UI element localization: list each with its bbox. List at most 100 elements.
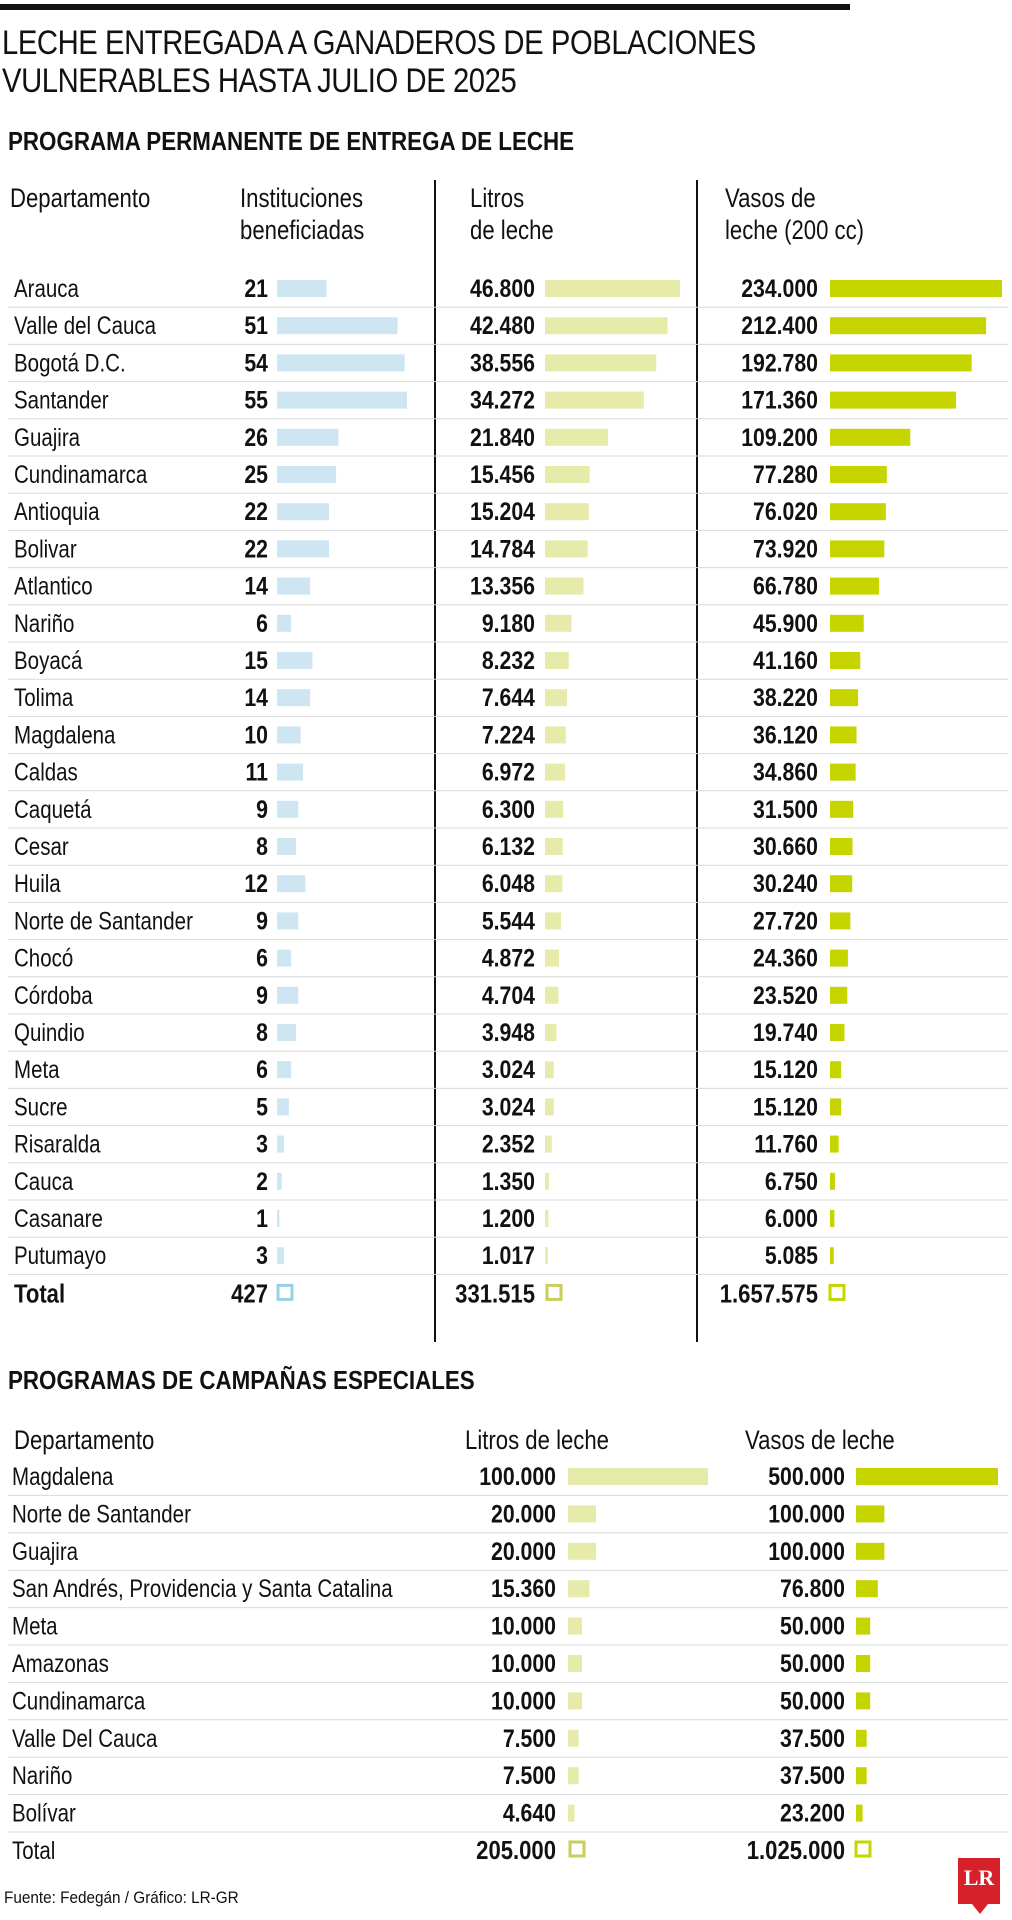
value-label-inst: 22 — [244, 498, 268, 526]
bar-litros — [568, 1767, 579, 1785]
bar-litros — [568, 1580, 590, 1598]
value-label-inst: 3 — [256, 1242, 268, 1270]
value-label-inst: 6 — [256, 944, 268, 972]
value-label-vasos: 100.000 — [768, 1537, 845, 1565]
value-label-vasos: 15.120 — [753, 1056, 818, 1084]
bar-litros — [545, 577, 584, 595]
bar-instituciones — [277, 1135, 285, 1153]
value-label-litros: 6.048 — [482, 870, 535, 898]
value-label-vasos: 30.240 — [753, 870, 818, 898]
bar-instituciones — [277, 540, 329, 558]
bar-instituciones — [277, 726, 301, 744]
row-label: Cundinamarca — [12, 1686, 146, 1714]
bar-litros — [545, 838, 563, 855]
bar-litros — [545, 800, 564, 818]
value-label-litros: 15.360 — [491, 1575, 556, 1603]
top-rule — [0, 4, 850, 10]
bar-vasos — [856, 1767, 867, 1785]
value-label-inst: 6 — [256, 609, 268, 637]
value-label-litros: 10.000 — [491, 1612, 556, 1640]
bar-vasos — [830, 1098, 842, 1116]
value-label-litros: 13.356 — [470, 572, 535, 600]
value-label-inst: 8 — [256, 832, 268, 860]
bar-litros — [545, 726, 566, 744]
total-marker-vasos — [854, 1840, 872, 1858]
bar-litros — [568, 1617, 582, 1635]
bar-vasos — [830, 986, 848, 1004]
value-label-litros: 6.300 — [482, 795, 535, 823]
bar-instituciones — [277, 317, 398, 335]
bar-litros — [545, 1172, 549, 1190]
value-label-vasos: 36.120 — [753, 721, 818, 749]
value-label-vasos: 45.900 — [753, 609, 818, 637]
bar-vasos — [830, 1210, 835, 1227]
bar-litros — [545, 1247, 548, 1265]
value-label-inst: 10 — [244, 721, 268, 749]
bar-vasos — [830, 391, 956, 409]
value-label-vasos: 109.200 — [741, 423, 818, 451]
value-label-vasos: 30.660 — [753, 832, 818, 860]
bar-vasos — [856, 1804, 863, 1822]
value-label-vasos: 76.800 — [780, 1575, 845, 1603]
total-marker-litros — [545, 1283, 563, 1301]
value-label-inst: 26 — [244, 423, 268, 451]
value-label-litros: 4.704 — [482, 981, 535, 1009]
value-label-vasos: 73.920 — [753, 535, 818, 563]
bar-vasos — [856, 1580, 878, 1598]
bar-vasos — [830, 726, 857, 744]
value-label-litros: 6.132 — [482, 832, 535, 860]
value-label-inst: 15 — [244, 646, 268, 674]
bar-vasos — [856, 1505, 885, 1523]
row-label: Caldas — [14, 758, 78, 786]
value-label-litros: 38.556 — [470, 349, 535, 377]
value-label-inst: 14 — [244, 684, 268, 712]
bar-litros — [545, 689, 568, 707]
bar-vasos — [830, 800, 854, 818]
bar-litros — [568, 1692, 582, 1710]
row-label: Bogotá D.C. — [14, 348, 126, 376]
value-label-litros: 2.352 — [482, 1130, 535, 1158]
row-label: Arauca — [14, 274, 79, 302]
row-label: Meta — [12, 1612, 58, 1640]
value-label-vasos: 11.760 — [754, 1130, 818, 1158]
row-label: Tolima — [14, 683, 73, 711]
value-label-vasos: 100.000 — [768, 1500, 845, 1528]
value-label-vasos: 234.000 — [741, 274, 818, 302]
value-label-litros: 20.000 — [491, 1537, 556, 1565]
table-campanas: Magdalena 100.000 500.000 Norte de Santande… — [8, 1462, 1008, 1865]
value-label-vasos: 6.750 — [765, 1167, 818, 1195]
bar-vasos — [830, 354, 972, 372]
row-label: Risaralda — [14, 1130, 101, 1158]
bar-litros — [568, 1729, 579, 1747]
row-label: San Andrés, Providencia y Santa Catalina — [12, 1574, 393, 1602]
bar-litros — [545, 1061, 554, 1079]
bar-instituciones — [277, 577, 311, 595]
bar-vasos — [856, 1729, 867, 1747]
column-divider — [696, 180, 698, 1342]
value-label-vasos: 27.720 — [753, 907, 818, 935]
bar-vasos — [830, 949, 848, 967]
bar-instituciones — [277, 466, 337, 483]
bar-litros — [545, 1098, 554, 1116]
bar-instituciones — [277, 652, 313, 669]
value-label-litros: 7.224 — [482, 721, 535, 749]
total-inst: 427 — [231, 1280, 268, 1309]
value-label-vasos: 192.780 — [741, 349, 818, 377]
bar-instituciones — [277, 986, 299, 1004]
row-label: Bolivar — [14, 534, 77, 562]
bar-litros — [568, 1655, 582, 1672]
bar-vasos — [830, 503, 886, 521]
row-label: Meta — [14, 1055, 60, 1083]
bar-litros — [545, 280, 680, 297]
total-label: Total — [14, 1280, 65, 1309]
bar-vasos — [830, 763, 856, 781]
bar-litros — [545, 1024, 557, 1041]
value-label-litros: 7.500 — [503, 1762, 556, 1790]
value-label-inst: 5 — [256, 1093, 268, 1121]
bar-litros — [545, 614, 572, 632]
row-label: Valle Del Cauca — [12, 1724, 158, 1752]
bar-litros — [568, 1468, 708, 1485]
row-label: Bolívar — [12, 1799, 76, 1827]
bar-vasos — [830, 1135, 839, 1153]
bar-vasos — [830, 317, 987, 335]
